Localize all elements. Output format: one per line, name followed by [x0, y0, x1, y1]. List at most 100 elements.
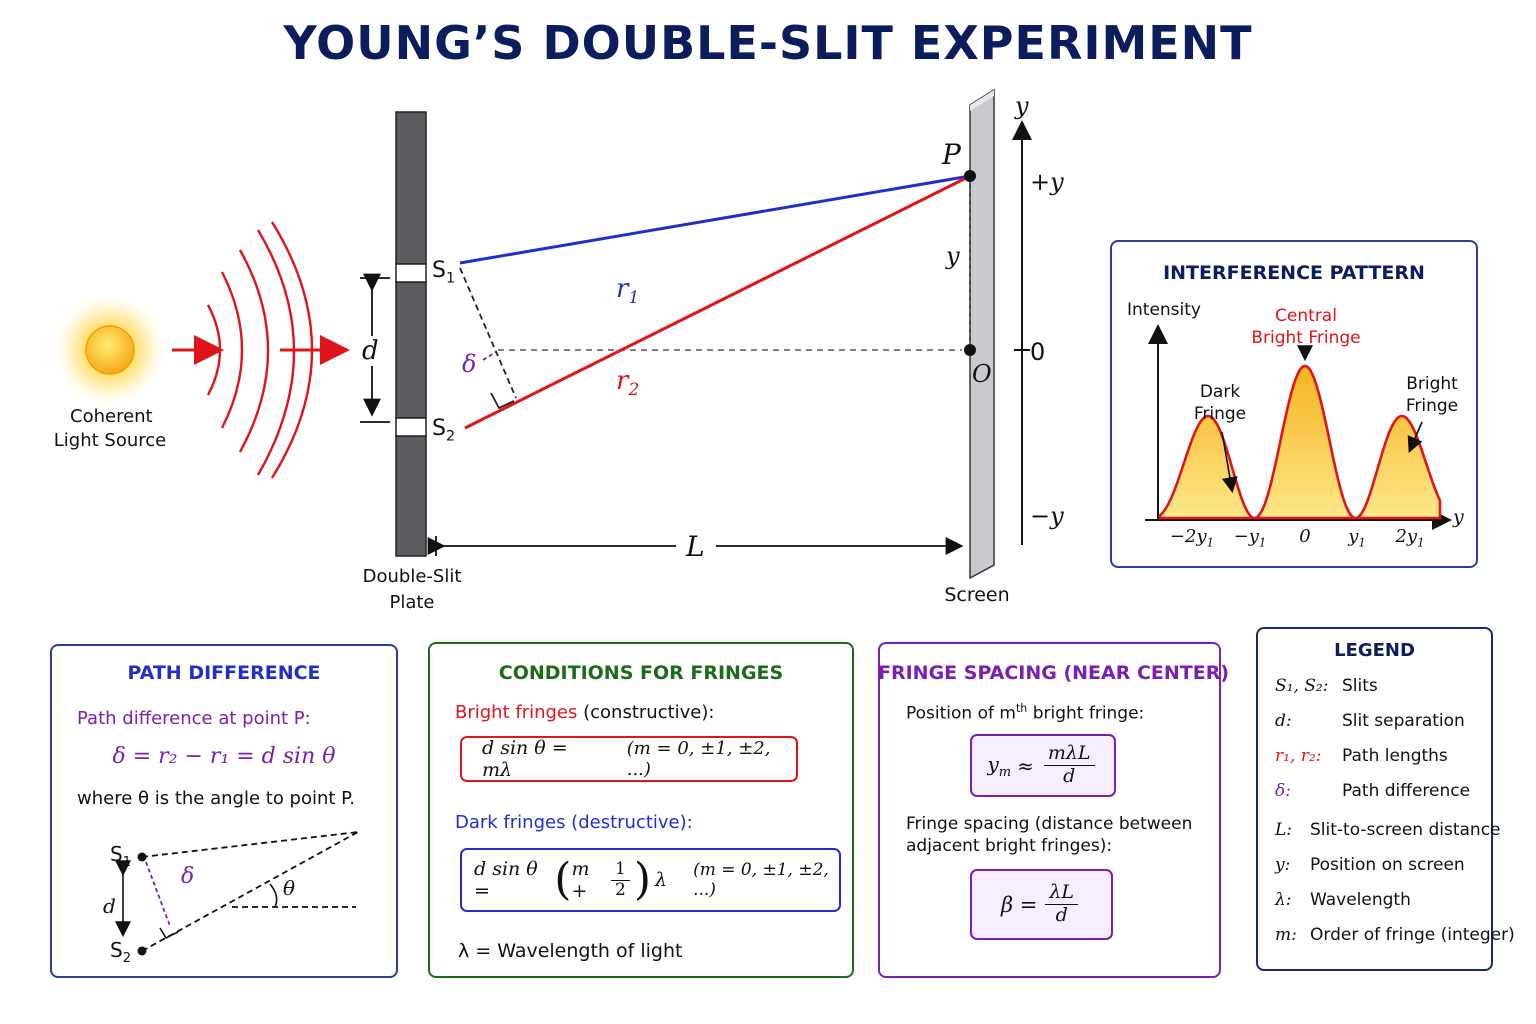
interference-plot [1145, 324, 1452, 530]
legend-symbol: λ: [1275, 890, 1292, 910]
pd-d-label: d [103, 894, 116, 918]
lambda-note: λ = Wavelength of light [458, 940, 683, 962]
pd-s2-label: S2 [110, 938, 131, 966]
point-o [964, 344, 976, 356]
legend-text: Slit separation [1342, 711, 1465, 731]
dark-condition-equation-box: d sin θ = ( m + 1 2 ) λ (m = 0, ±1, ±2, … [460, 848, 841, 912]
dark-eq-close-paren: ) [633, 854, 652, 905]
conditions-box [428, 642, 854, 978]
slit-separation-dimension [360, 273, 390, 423]
conditions-title: CONDITIONS FOR FRINGES [498, 662, 784, 684]
dark-eq-left: d sin θ = [474, 858, 538, 902]
legend-symbol: y: [1275, 855, 1291, 875]
screen-label: Screen [944, 584, 1010, 606]
ray-r1 [459, 174, 971, 265]
interference-title: INTERFERENCE PATTERN [1163, 262, 1425, 284]
pd-theta-label: θ [283, 876, 296, 900]
dark-fringe-label-1: Dark [1199, 382, 1241, 402]
light-source-icon [50, 290, 170, 410]
legend-text: Path difference [1342, 781, 1471, 801]
path-difference-note: where θ is the angle to point P. [77, 788, 355, 809]
bright-condition-equation-box: d sin θ = mλ (m = 0, ±1, ±2, ...) [460, 736, 798, 782]
dark-fringes-label: Dark fringes (destructive): [455, 812, 693, 833]
legend-text: Order of fringe (integer) [1310, 925, 1515, 945]
distance-l-dimension [427, 536, 964, 556]
plate-label-line2: Plate [389, 592, 435, 613]
screen-y-axis [1012, 120, 1032, 545]
pattern-tick-label: 0 [1299, 526, 1311, 547]
dark-range: (m = 0, ±1, ±2, ...) [693, 860, 829, 900]
pd-s1-label: S1 [110, 842, 131, 870]
r1-label: r1 [616, 274, 640, 308]
legend-text: Wavelength [1310, 890, 1411, 910]
position-label: Position of mth bright fringe: [906, 702, 1145, 724]
ray-r2 [464, 174, 971, 430]
bright-equation: d sin θ = mλ [482, 737, 568, 781]
perpendicular-dashed [459, 267, 517, 399]
path-difference-equation: δ = r₂ − r₁ = d sin θ [112, 744, 336, 769]
path-diff-diagram [115, 831, 359, 956]
slit-s2-label: S2 [432, 416, 456, 445]
l-label: L [686, 530, 705, 563]
legend-text: Slit-to-screen distance [1310, 820, 1501, 840]
delta-indicator [482, 351, 497, 361]
spacing-label-line2: adjacent bright fringes): [906, 836, 1113, 856]
legend-symbol: m: [1275, 925, 1297, 945]
dark-fringe-label-2: Fringe [1193, 404, 1247, 424]
central-fringe-label-1: Central [1275, 306, 1337, 326]
dark-fringe-pointer [1221, 431, 1238, 494]
slit-s1-label: S1 [432, 258, 456, 287]
axis-zero-label: 0 [1030, 338, 1046, 366]
axis-y-label: y [1015, 92, 1029, 120]
dark-eq-fraction: 1 2 [611, 859, 630, 900]
fringe-spacing-box [878, 642, 1221, 978]
pattern-tick-label: y1 [1348, 526, 1366, 550]
pd-delta-label: δ [181, 864, 195, 889]
bright-fringe-label-1: Bright [1406, 374, 1458, 394]
bright-fringe-label-2: Fringe [1405, 396, 1459, 416]
legend-symbol: S₁, S₂: [1275, 676, 1329, 696]
pattern-x-axis-label: y [1453, 506, 1464, 528]
r2-label: r2 [616, 366, 640, 400]
legend-text: Path lengths [1342, 746, 1448, 766]
legend-box [1256, 627, 1493, 971]
double-slit-plate [395, 111, 427, 557]
bright-fringe-pointer [1407, 421, 1423, 453]
axis-plus-y-label: +y [1030, 168, 1064, 196]
delta-label: δ [462, 350, 477, 378]
pattern-tick-label: −y1 [1233, 526, 1267, 550]
source-label-line2: Light Source [53, 430, 167, 451]
y-distance-label: y [946, 242, 960, 270]
axis-minus-y-label: −y [1030, 502, 1064, 530]
beta-equation-box: β = λL d [970, 869, 1113, 940]
path-difference-subtitle: Path difference at point P: [77, 708, 311, 729]
legend-title: LEGEND [1334, 640, 1415, 661]
legend-symbol: r₁, r₂: [1275, 746, 1322, 766]
p-label: P [942, 138, 961, 171]
point-p [964, 170, 976, 182]
bright-fringes-label: Bright fringes (constructive): [455, 702, 715, 723]
bright-range: (m = 0, ±1, ±2, ...) [626, 738, 771, 780]
d-label: d [362, 336, 379, 366]
pattern-tick-label: 2y1 [1395, 526, 1425, 550]
fringe-spacing-title: FRINGE SPACING (NEAR CENTER) [878, 662, 1230, 684]
legend-text: Slits [1342, 676, 1378, 696]
path-difference-title: PATH DIFFERENCE [127, 662, 321, 684]
dark-eq-lambda: λ [655, 869, 668, 891]
wavefront-arcs [206, 221, 314, 479]
plate-label-line1: Double-Slit [362, 566, 462, 587]
spacing-label-line1: Fringe spacing (distance between [906, 814, 1193, 834]
interference-pattern-box [1110, 240, 1478, 568]
screen [969, 88, 995, 580]
dark-eq-m: m + [571, 858, 590, 902]
o-label: O [972, 360, 992, 388]
source-label-line1: Coherent [70, 406, 153, 427]
legend-symbol: L: [1275, 820, 1293, 840]
dark-eq-open-paren: ( [554, 854, 572, 905]
page-title: YOUNG’S DOUBLE-SLIT EXPERIMENT [283, 16, 1253, 70]
legend-symbol: d: [1275, 711, 1292, 731]
path-difference-box [50, 644, 398, 978]
right-angle-mark [490, 392, 515, 410]
